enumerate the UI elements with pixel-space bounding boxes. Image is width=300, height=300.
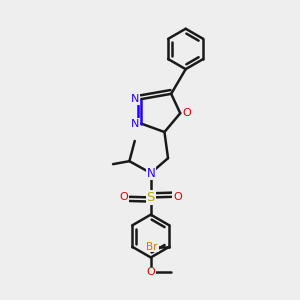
Text: S: S [147,191,155,204]
Text: N: N [146,167,155,179]
Text: Br: Br [146,242,158,252]
Text: O: O [120,192,128,202]
Text: O: O [182,108,191,118]
Text: O: O [173,192,182,202]
Text: N: N [131,118,139,129]
Text: N: N [131,94,139,104]
Text: O: O [146,267,155,277]
